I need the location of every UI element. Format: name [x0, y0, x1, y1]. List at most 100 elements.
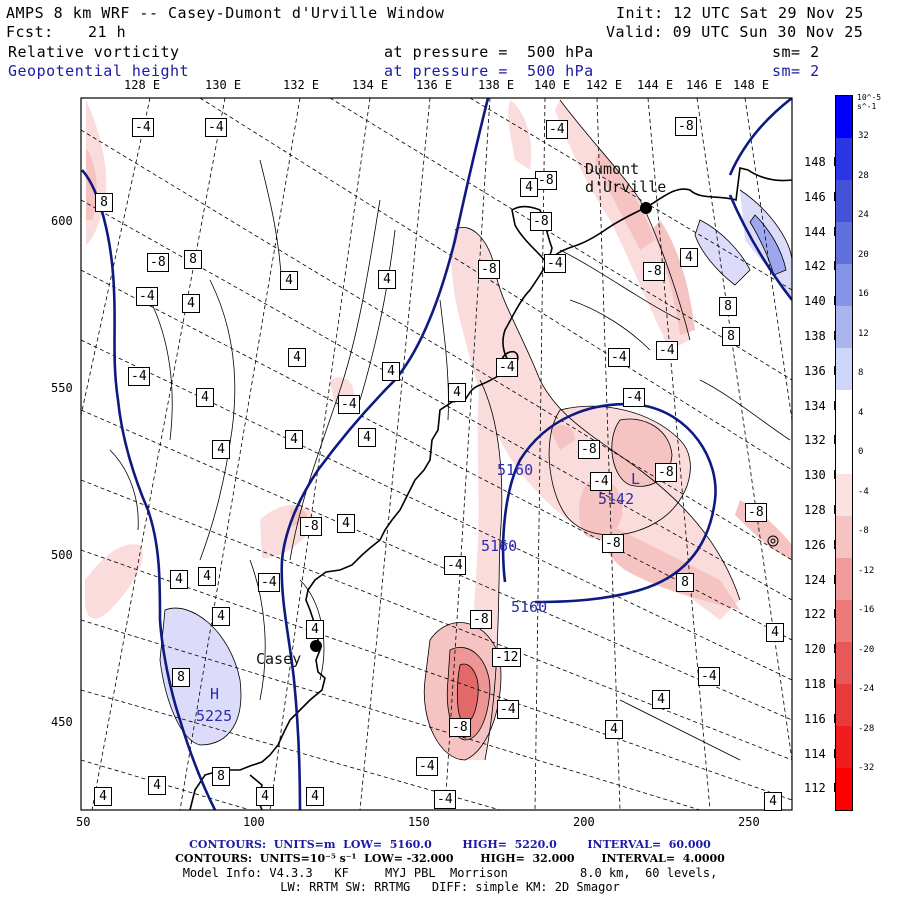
- right-lon-label: 126 E: [804, 537, 841, 552]
- colorbar-label: 32: [858, 131, 869, 141]
- vorticity-contour-label: -8: [535, 171, 557, 190]
- vorticity-contour-label: 4: [148, 776, 166, 795]
- geopotential-height-contours: [81, 98, 792, 810]
- right-lon-label: 146 E: [804, 189, 841, 204]
- colorbar: [835, 95, 853, 811]
- colorbar-label: -16: [858, 605, 875, 615]
- colorbar-label: -4: [858, 486, 869, 497]
- vorticity-contour-label: 4: [448, 383, 466, 402]
- colorbar-label: -8: [858, 526, 869, 536]
- vorticity-contour-label: 4: [764, 792, 782, 811]
- small-closed-contour: [767, 535, 779, 547]
- vorticity-contour-label: 8: [676, 573, 694, 592]
- colorbar-segment: [836, 348, 852, 390]
- x-tick-label: 100: [243, 815, 265, 829]
- vorticity-contour-label: -4: [590, 472, 612, 491]
- top-lon-label: 134 E: [352, 78, 389, 92]
- vorticity-contour-label: -8: [643, 262, 665, 281]
- right-lon-label: 118 E: [804, 677, 841, 691]
- vorticity-contour-label: -8: [578, 440, 600, 459]
- vorticity-contour-label: -8: [655, 463, 677, 482]
- colorbar-label: 28: [858, 170, 869, 181]
- top-lon-label: 132 E: [283, 78, 320, 92]
- vorticity-shading: [85, 100, 792, 760]
- vorticity-contours: [109, 99, 792, 761]
- right-lon-label: 130 E: [804, 468, 841, 483]
- colorbar-unit: 10^-5 s^-1: [857, 93, 882, 111]
- vorticity-contour-label: -12: [492, 648, 522, 667]
- station-label-casey: Casey: [256, 650, 302, 668]
- vorticity-contour-label: -4: [544, 254, 566, 273]
- vorticity-contour-label: -4: [497, 700, 519, 719]
- vorticity-contour-label: 4: [256, 787, 274, 806]
- right-lon-label: 122 E: [804, 607, 841, 622]
- top-lon-label: 138 E: [478, 78, 515, 92]
- vorticity-contour-label: -4: [444, 556, 466, 575]
- vorticity-contour-label: 4: [382, 362, 400, 381]
- vorticity-contour-label: 4: [652, 690, 670, 709]
- vorticity-contour-label: -4: [132, 118, 154, 137]
- vorticity-contour-label: 8: [172, 668, 190, 687]
- top-lon-label: 144 E: [637, 78, 674, 92]
- x-tick-label: 50: [76, 815, 91, 829]
- colorbar-label: 12: [858, 328, 869, 339]
- field1-level: at pressure = 500 hPa: [384, 43, 594, 61]
- vorticity-contour-label: 4: [358, 428, 376, 447]
- colorbar-label: 24: [858, 210, 869, 220]
- vorticity-contour-label: -8: [449, 718, 471, 737]
- height-label: 5160: [481, 537, 518, 555]
- vorticity-contour-label: 4: [212, 440, 230, 459]
- right-lon-label: 138 E: [804, 329, 841, 343]
- top-lon-label: 130 E: [205, 78, 242, 92]
- low-center-value: 5142: [598, 490, 635, 508]
- right-lon-label: 142 E: [804, 259, 841, 274]
- right-lon-label: 114 E: [804, 746, 841, 761]
- colorbar-label: 0: [858, 447, 864, 457]
- footer-height-contours: CONTOURS: UNITS=m LOW= 5160.0 HIGH= 5220…: [189, 838, 711, 851]
- field1-name: Relative vorticity: [8, 43, 180, 61]
- forecast-hour: 21 h: [88, 23, 127, 41]
- vorticity-contour-label: 4: [285, 430, 303, 449]
- right-lon-label: 136 E: [804, 363, 841, 378]
- colorbar-label: -20: [858, 644, 875, 655]
- x-tick-label: 250: [738, 815, 760, 829]
- forecast-label: Fcst:: [6, 23, 54, 41]
- y-tick-label: 550: [51, 381, 73, 395]
- top-lon-label: 142 E: [586, 78, 623, 92]
- vorticity-contour-label: -8: [300, 517, 322, 536]
- vorticity-contour-label: 4: [306, 620, 324, 639]
- field1-smoothing: sm= 2: [772, 43, 820, 61]
- colorbar-segment: [836, 264, 852, 306]
- vorticity-contour-label: -4: [496, 358, 518, 377]
- vorticity-contour-label: -4: [128, 367, 150, 386]
- vorticity-contour-label: 4: [680, 248, 698, 267]
- right-lon-label: 112 E: [804, 781, 841, 796]
- y-tick-label: 450: [51, 715, 73, 729]
- vorticity-contour-label: -8: [675, 117, 697, 136]
- station-dot-dumont-durville: [640, 202, 652, 214]
- map-plot-area: [81, 98, 792, 810]
- colorbar-segment: [836, 768, 852, 810]
- colorbar-segment: [836, 138, 852, 180]
- vorticity-contour-label: -4: [656, 341, 678, 360]
- vorticity-contour-label: 8: [719, 297, 737, 316]
- vorticity-contour-label: -4: [434, 790, 456, 809]
- vorticity-contour-label: 4: [94, 787, 112, 806]
- vorticity-contour-label: 8: [212, 767, 230, 786]
- colorbar-label: -24: [858, 684, 875, 694]
- height-label: 5160: [511, 598, 548, 616]
- map-title: AMPS 8 km WRF -- Casey-Dumont d'Urville …: [6, 4, 445, 22]
- right-lon-label: 116 E: [804, 711, 841, 726]
- small-closed-contour-inner: [770, 538, 776, 544]
- vorticity-contour-label: 4: [520, 178, 538, 197]
- vorticity-contour-label: -4: [608, 348, 630, 367]
- footer-physics-info: LW: RRTM SW: RRTMG DIFF: simple KM: 2D S…: [280, 880, 620, 894]
- vorticity-contour-label: 4: [196, 388, 214, 407]
- init-time: Init: 12 UTC Sat 29 Nov 25: [616, 4, 864, 22]
- vorticity-contour-label: -4: [338, 395, 360, 414]
- high-center-value: 5225: [196, 707, 233, 725]
- colorbar-segment: [836, 432, 852, 474]
- station-dot-casey: [310, 640, 322, 652]
- vorticity-contour-label: 4: [280, 271, 298, 290]
- vorticity-contour-label: 4: [212, 607, 230, 626]
